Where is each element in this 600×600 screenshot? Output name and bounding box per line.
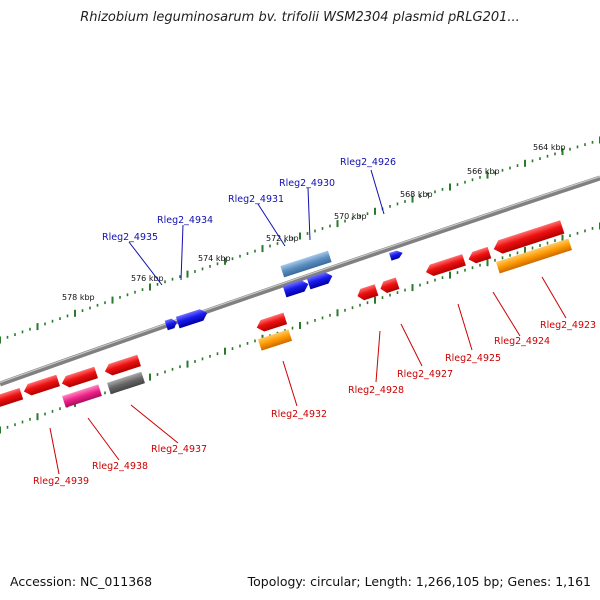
map-title: Rhizobium leguminosarum bv. trifolii WSM… (80, 10, 520, 25)
gene-rleg2-4939-feature (23, 374, 60, 396)
gene-label-rleg2-4932: Rleg2_4932 (271, 409, 327, 420)
gene-rleg2-4927-feature (380, 277, 400, 293)
kbp-label: 576 kbp (131, 274, 164, 283)
gene-label-rleg2-4939: Rleg2_4939 (33, 476, 89, 487)
connector-rleg2-4926 (370, 169, 385, 215)
gene-rleg2-4931-feature (282, 280, 309, 298)
gene-rleg2-4937-feature (104, 354, 141, 376)
gene-label-rleg2-4930: Rleg2_4930 (279, 178, 335, 189)
gene-label-rleg2-4928: Rleg2_4928 (348, 385, 404, 396)
kbp-label: 578 kbp (62, 293, 95, 302)
connector-rleg2-4938 (87, 417, 120, 461)
connector-rleg2-4923 (541, 276, 567, 319)
gene-label-rleg2-4935: Rleg2_4935 (102, 232, 158, 243)
kbp-label: 574 kbp (198, 254, 231, 263)
gene-label-rleg2-4931: Rleg2_4931 (228, 194, 284, 205)
connector-rleg2-4925 (457, 303, 473, 351)
connector-rleg2-4937 (130, 404, 179, 444)
gene-label-rleg2-4937: Rleg2_4937 (151, 444, 207, 455)
lower-tick-track (0, 222, 600, 434)
connector-rleg2-4927 (400, 323, 423, 367)
gene-rleg2-4937-bar (107, 371, 145, 395)
gene-label-rleg2-4938: Rleg2_4938 (92, 461, 148, 472)
gene-rleg2-4932-bar (257, 329, 293, 351)
gene-rleg2-4926-feature (389, 250, 403, 261)
upper-tick-track (0, 136, 600, 344)
connector-rleg2-4934 (180, 224, 184, 281)
gene-rleg2-4938-bar (62, 384, 102, 408)
gene-edge-feature (0, 387, 24, 407)
kbp-label: 566 kbp (467, 167, 500, 176)
gene-rleg2-4923-bar (496, 238, 572, 274)
kbp-label: 564 kbp (533, 143, 566, 152)
gene-rleg2-4928-feature (357, 284, 379, 301)
topology-summary: Topology: circular; Length: 1,266,105 bp… (247, 574, 591, 589)
connector-rleg2-4939 (49, 427, 60, 475)
gene-label-rleg2-4926: Rleg2_4926 (340, 157, 396, 168)
accession-text: Accession: NC_011368 (10, 574, 153, 589)
connector-rleg2-4924 (492, 291, 521, 337)
gene-label-rleg2-4925: Rleg2_4925 (445, 353, 501, 364)
gene-label-rleg2-4927: Rleg2_4927 (397, 369, 453, 380)
gene-label-rleg2-4924: Rleg2_4924 (494, 336, 550, 347)
gene-rleg2-4934-feature (175, 309, 208, 329)
gene-rleg2-4932-feature (256, 312, 288, 332)
kbp-label: 572 kbp (266, 234, 299, 243)
gene-rleg2-4924-feature (468, 246, 492, 264)
gene-rleg2-4923-feature (493, 220, 565, 254)
gene-label-rleg2-4934: Rleg2_4934 (157, 215, 213, 226)
connector-rleg2-4930 (307, 187, 311, 241)
kbp-label: 568 kbp (400, 190, 433, 199)
connector-rleg2-4928 (375, 330, 381, 383)
backbone-highlight (0, 175, 600, 384)
connector-rleg2-4935 (128, 241, 163, 286)
gene-label-rleg2-4923: Rleg2_4923 (540, 320, 596, 331)
connector-rleg2-4931 (257, 203, 286, 247)
gene-rleg2-4925-feature (425, 254, 466, 277)
gene-rleg2-4930-feature (280, 250, 332, 278)
gene-rleg2-4930b-feature (306, 272, 333, 290)
connector-rleg2-4932 (282, 360, 298, 407)
backbone-line (0, 175, 600, 387)
gene-rleg2-4935-feature (164, 318, 177, 331)
kbp-label: 570 kbp (334, 212, 367, 221)
gene-rleg2-4938-feature (61, 366, 98, 388)
